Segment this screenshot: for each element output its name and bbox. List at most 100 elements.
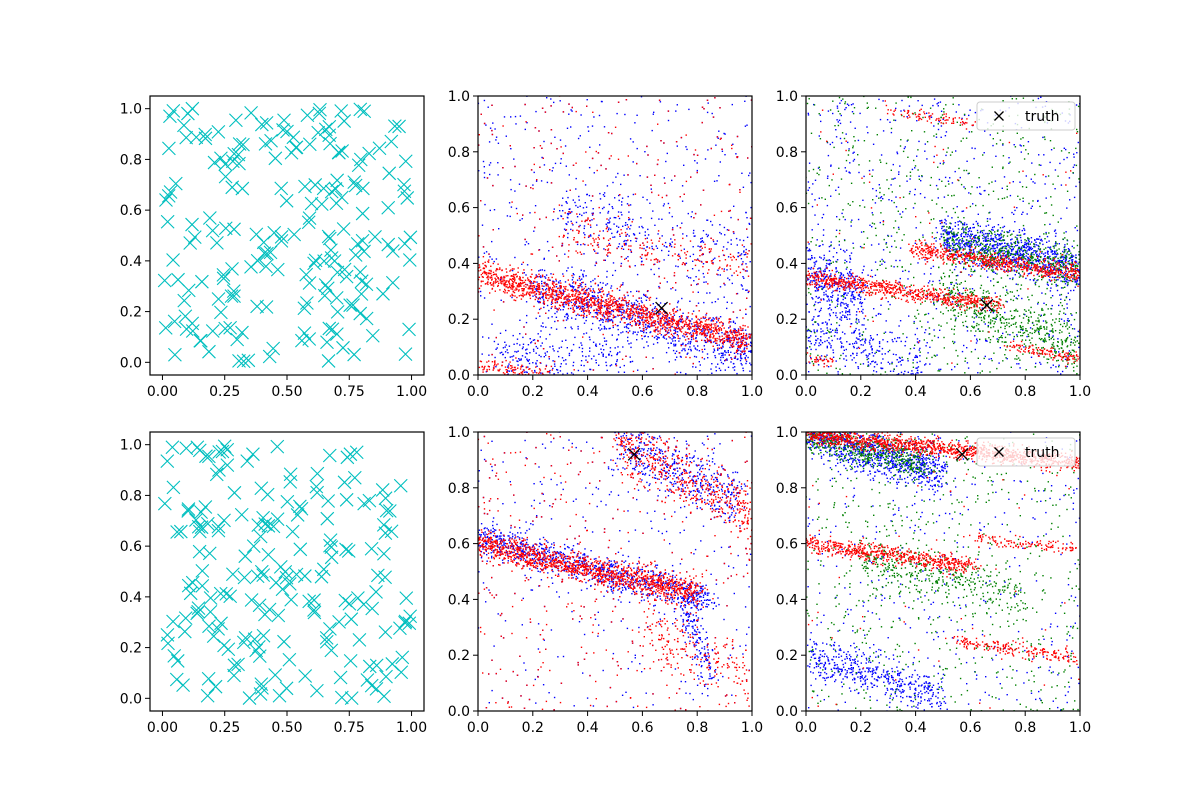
scatter-point <box>548 291 550 293</box>
scatter-point <box>645 332 648 334</box>
scatter-point <box>554 290 556 293</box>
scatter-point <box>625 325 628 328</box>
scatter-point <box>521 263 523 265</box>
scatter-point <box>955 266 957 268</box>
scatter-point <box>564 281 567 283</box>
scatter-point <box>739 254 741 257</box>
scatter-point <box>617 346 619 348</box>
scatter-point <box>604 340 606 342</box>
scatter-point <box>617 158 620 160</box>
scatter-point <box>497 284 499 287</box>
scatter-point <box>330 265 345 280</box>
scatter-point <box>733 256 735 259</box>
scatter-point <box>662 336 664 338</box>
scatter-point <box>613 302 615 304</box>
scatter-point <box>665 160 667 163</box>
scatter-point <box>1000 251 1003 253</box>
scatter-point <box>563 291 565 293</box>
scatter-point <box>693 235 695 237</box>
scatter-point <box>606 295 608 297</box>
x-tick-label: 0.4 <box>576 384 598 400</box>
scatter-point <box>653 330 655 332</box>
scatter-point <box>732 311 735 313</box>
scatter-point <box>671 215 673 218</box>
scatter-point <box>667 202 670 205</box>
scatter-point <box>657 233 659 235</box>
scatter-point <box>501 278 503 280</box>
scatter-point <box>671 338 673 340</box>
scatter-point <box>595 261 597 263</box>
scatter-point <box>598 308 601 310</box>
scatter-point <box>734 328 736 330</box>
scatter-point <box>534 226 536 229</box>
scatter-point <box>521 347 524 350</box>
scatter-point <box>615 217 617 219</box>
scatter-point <box>579 308 581 310</box>
scatter-point <box>538 130 540 132</box>
scatter-point <box>691 313 694 315</box>
scatter-point <box>515 207 518 210</box>
scatter-point <box>642 227 644 229</box>
scatter-point <box>329 196 344 211</box>
scatter-point <box>274 229 289 244</box>
scatter-point <box>504 283 506 285</box>
scatter-point <box>478 267 480 269</box>
scatter-point <box>381 237 396 252</box>
scatter-point <box>722 322 724 324</box>
scatter-point <box>716 342 718 344</box>
scatter-point <box>656 163 659 166</box>
scatter-point <box>683 333 685 335</box>
scatter-point <box>687 323 689 326</box>
scatter-point <box>744 100 746 102</box>
scatter-point <box>494 290 496 292</box>
scatter-point <box>563 235 565 237</box>
scatter-point <box>975 220 977 223</box>
scatter-point <box>501 364 503 367</box>
scatter-point <box>974 237 976 239</box>
scatter-point <box>748 250 750 252</box>
scatter-point <box>515 287 517 289</box>
scatter-point <box>706 319 708 321</box>
scatter-point <box>997 238 1000 241</box>
scatter-point <box>694 149 697 151</box>
scatter-point <box>686 316 688 318</box>
scatter-point <box>629 266 631 268</box>
scatter-point <box>591 157 594 160</box>
scatter-point <box>963 244 966 247</box>
scatter-point <box>750 364 752 366</box>
scatter-point <box>525 286 527 288</box>
scatter-point <box>577 137 580 140</box>
scatter-point <box>630 318 633 320</box>
scatter-point <box>510 116 512 118</box>
scatter-point <box>946 243 949 245</box>
scatter-point <box>577 307 579 309</box>
scatter-point <box>658 313 660 315</box>
scatter-point <box>618 303 621 305</box>
scatter-point <box>721 268 723 270</box>
scatter-point <box>539 369 542 371</box>
scatter-point <box>480 200 482 202</box>
scatter-point <box>632 370 635 373</box>
scatter-point <box>565 303 567 306</box>
scatter-point <box>560 146 562 148</box>
scatter-point <box>601 328 603 330</box>
scatter-point <box>587 307 590 309</box>
scatter-point <box>530 287 532 290</box>
scatter-point <box>532 362 534 364</box>
scatter-point <box>628 343 630 345</box>
scatter-point <box>708 317 710 320</box>
scatter-point <box>322 321 337 336</box>
scatter-point <box>690 216 692 218</box>
scatter-point <box>703 301 705 304</box>
scatter-point <box>621 312 623 314</box>
scatter-point <box>710 260 713 262</box>
scatter-point <box>1023 256 1025 258</box>
scatter-point <box>353 306 368 321</box>
scatter-point <box>562 293 564 295</box>
scatter-point <box>588 310 590 312</box>
scatter-point <box>654 310 656 313</box>
scatter-point <box>983 252 986 254</box>
scatter-point <box>1003 225 1006 228</box>
scatter-point <box>680 356 682 358</box>
scatter-point <box>607 316 609 318</box>
